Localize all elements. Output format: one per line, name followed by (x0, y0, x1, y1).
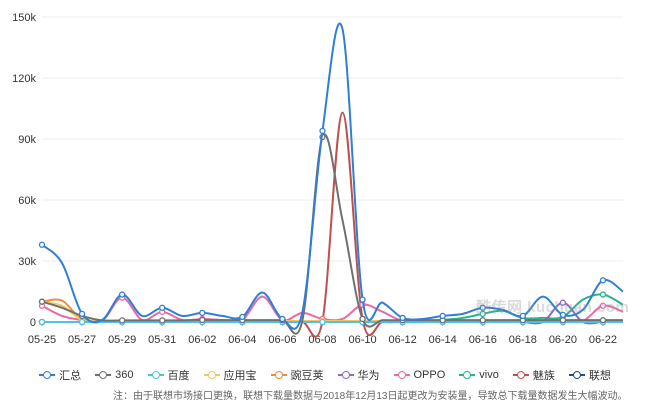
legend-label: 应用宝 (223, 370, 257, 382)
data-point (118, 291, 126, 298)
x-tick-label: 05-29 (108, 334, 136, 346)
data-point (78, 310, 86, 318)
x-tick-label: 06-02 (188, 334, 216, 346)
x-tick-label: 06-20 (549, 334, 577, 346)
legend-label: OPPO (413, 369, 446, 381)
legend-label: vivo (479, 369, 499, 381)
legend-swatch (203, 370, 220, 380)
data-point (479, 304, 486, 311)
x-tick-label: 06-14 (429, 334, 457, 346)
legend-swatch (95, 370, 112, 380)
data-point (38, 298, 46, 305)
data-point (199, 316, 206, 324)
legend-swatch (337, 370, 354, 380)
legend-swatch (270, 370, 287, 380)
data-point (559, 317, 567, 324)
series-line (41, 22, 624, 330)
legend-label: 百度 (167, 370, 190, 382)
y-tick-label: 120k (12, 73, 36, 85)
chart-note: 注：由于联想市场接口更换，联想下载量数据与2018年12月13日起更改为安装量，… (113, 391, 628, 402)
legend-swatch (459, 370, 476, 380)
legend-label: 360 (115, 369, 134, 381)
data-point (279, 315, 286, 323)
legend-item[interactable]: 联想 (568, 367, 611, 383)
legend-label: 汇总 (59, 370, 82, 382)
x-tick-label: 06-18 (509, 334, 537, 346)
x-tick-label: 05-27 (68, 334, 96, 346)
data-point (599, 302, 607, 309)
chart-legend: 汇总 360 百度 应用宝 豌豆荚 华为 OPPO vivo 魅族 联想 (0, 366, 650, 384)
data-point (78, 318, 86, 326)
x-tick-label: 06-22 (589, 334, 617, 346)
data-point (359, 315, 366, 323)
legend-item[interactable]: vivo (459, 369, 499, 381)
legend-item[interactable]: 应用宝 (203, 367, 257, 383)
x-tick-label: 06-16 (469, 334, 497, 346)
x-tick-label: 05-25 (28, 334, 56, 346)
legend-swatch (568, 370, 585, 380)
data-point (599, 317, 607, 324)
data-point (519, 312, 526, 320)
data-point (159, 304, 166, 311)
y-tick-label: 30k (18, 256, 36, 268)
data-point (399, 314, 406, 322)
data-point (559, 311, 567, 319)
line-chart: 150k 120k 90k 60k 30k 0 05-25 05-27 05-29 05-31 06… (12, 12, 624, 346)
legend-label: 联想 (588, 370, 611, 382)
legend-swatch (39, 370, 56, 380)
legend-item[interactable]: 华为 (337, 367, 380, 383)
legend-swatch (147, 370, 164, 380)
x-tick-label: 06-10 (348, 334, 376, 346)
x-tick-label: 06-06 (268, 334, 296, 346)
data-point (319, 127, 326, 135)
legend-swatch (512, 370, 529, 380)
legend-item[interactable]: 魅族 (512, 367, 555, 383)
y-tick-label: 90k (18, 134, 36, 146)
data-point (359, 296, 366, 303)
y-tick-label: 150k (12, 12, 36, 24)
data-point (319, 318, 326, 326)
legend-label: 豌豆荚 (290, 370, 324, 382)
legend-item[interactable]: 豌豆荚 (270, 367, 324, 383)
data-point (479, 310, 486, 318)
y-tick-label: 60k (18, 195, 36, 207)
data-point (239, 313, 246, 321)
legend-item[interactable]: OPPO (393, 369, 446, 381)
data-point (159, 317, 166, 324)
legend-item[interactable]: 360 (95, 369, 134, 381)
data-point (118, 317, 126, 324)
x-tick-label: 05-31 (148, 334, 176, 346)
x-tick-label: 06-04 (228, 334, 256, 346)
legend-label: 魅族 (532, 370, 555, 382)
data-point (199, 309, 206, 317)
x-tick-label: 06-12 (389, 334, 417, 346)
data-point (479, 317, 486, 324)
legend-swatch (393, 370, 410, 380)
data-point (599, 277, 607, 284)
legend-item[interactable]: 百度 (147, 367, 190, 383)
watermark: 酷传网 kuchuan.com (476, 299, 630, 316)
legend-item[interactable]: 汇总 (39, 367, 81, 383)
y-tick-label: 0 (30, 317, 36, 329)
data-point (38, 241, 46, 248)
data-point (38, 318, 46, 326)
data-point (559, 299, 567, 306)
data-point (439, 312, 446, 320)
legend-label: 华为 (357, 370, 380, 382)
data-point (599, 291, 607, 298)
